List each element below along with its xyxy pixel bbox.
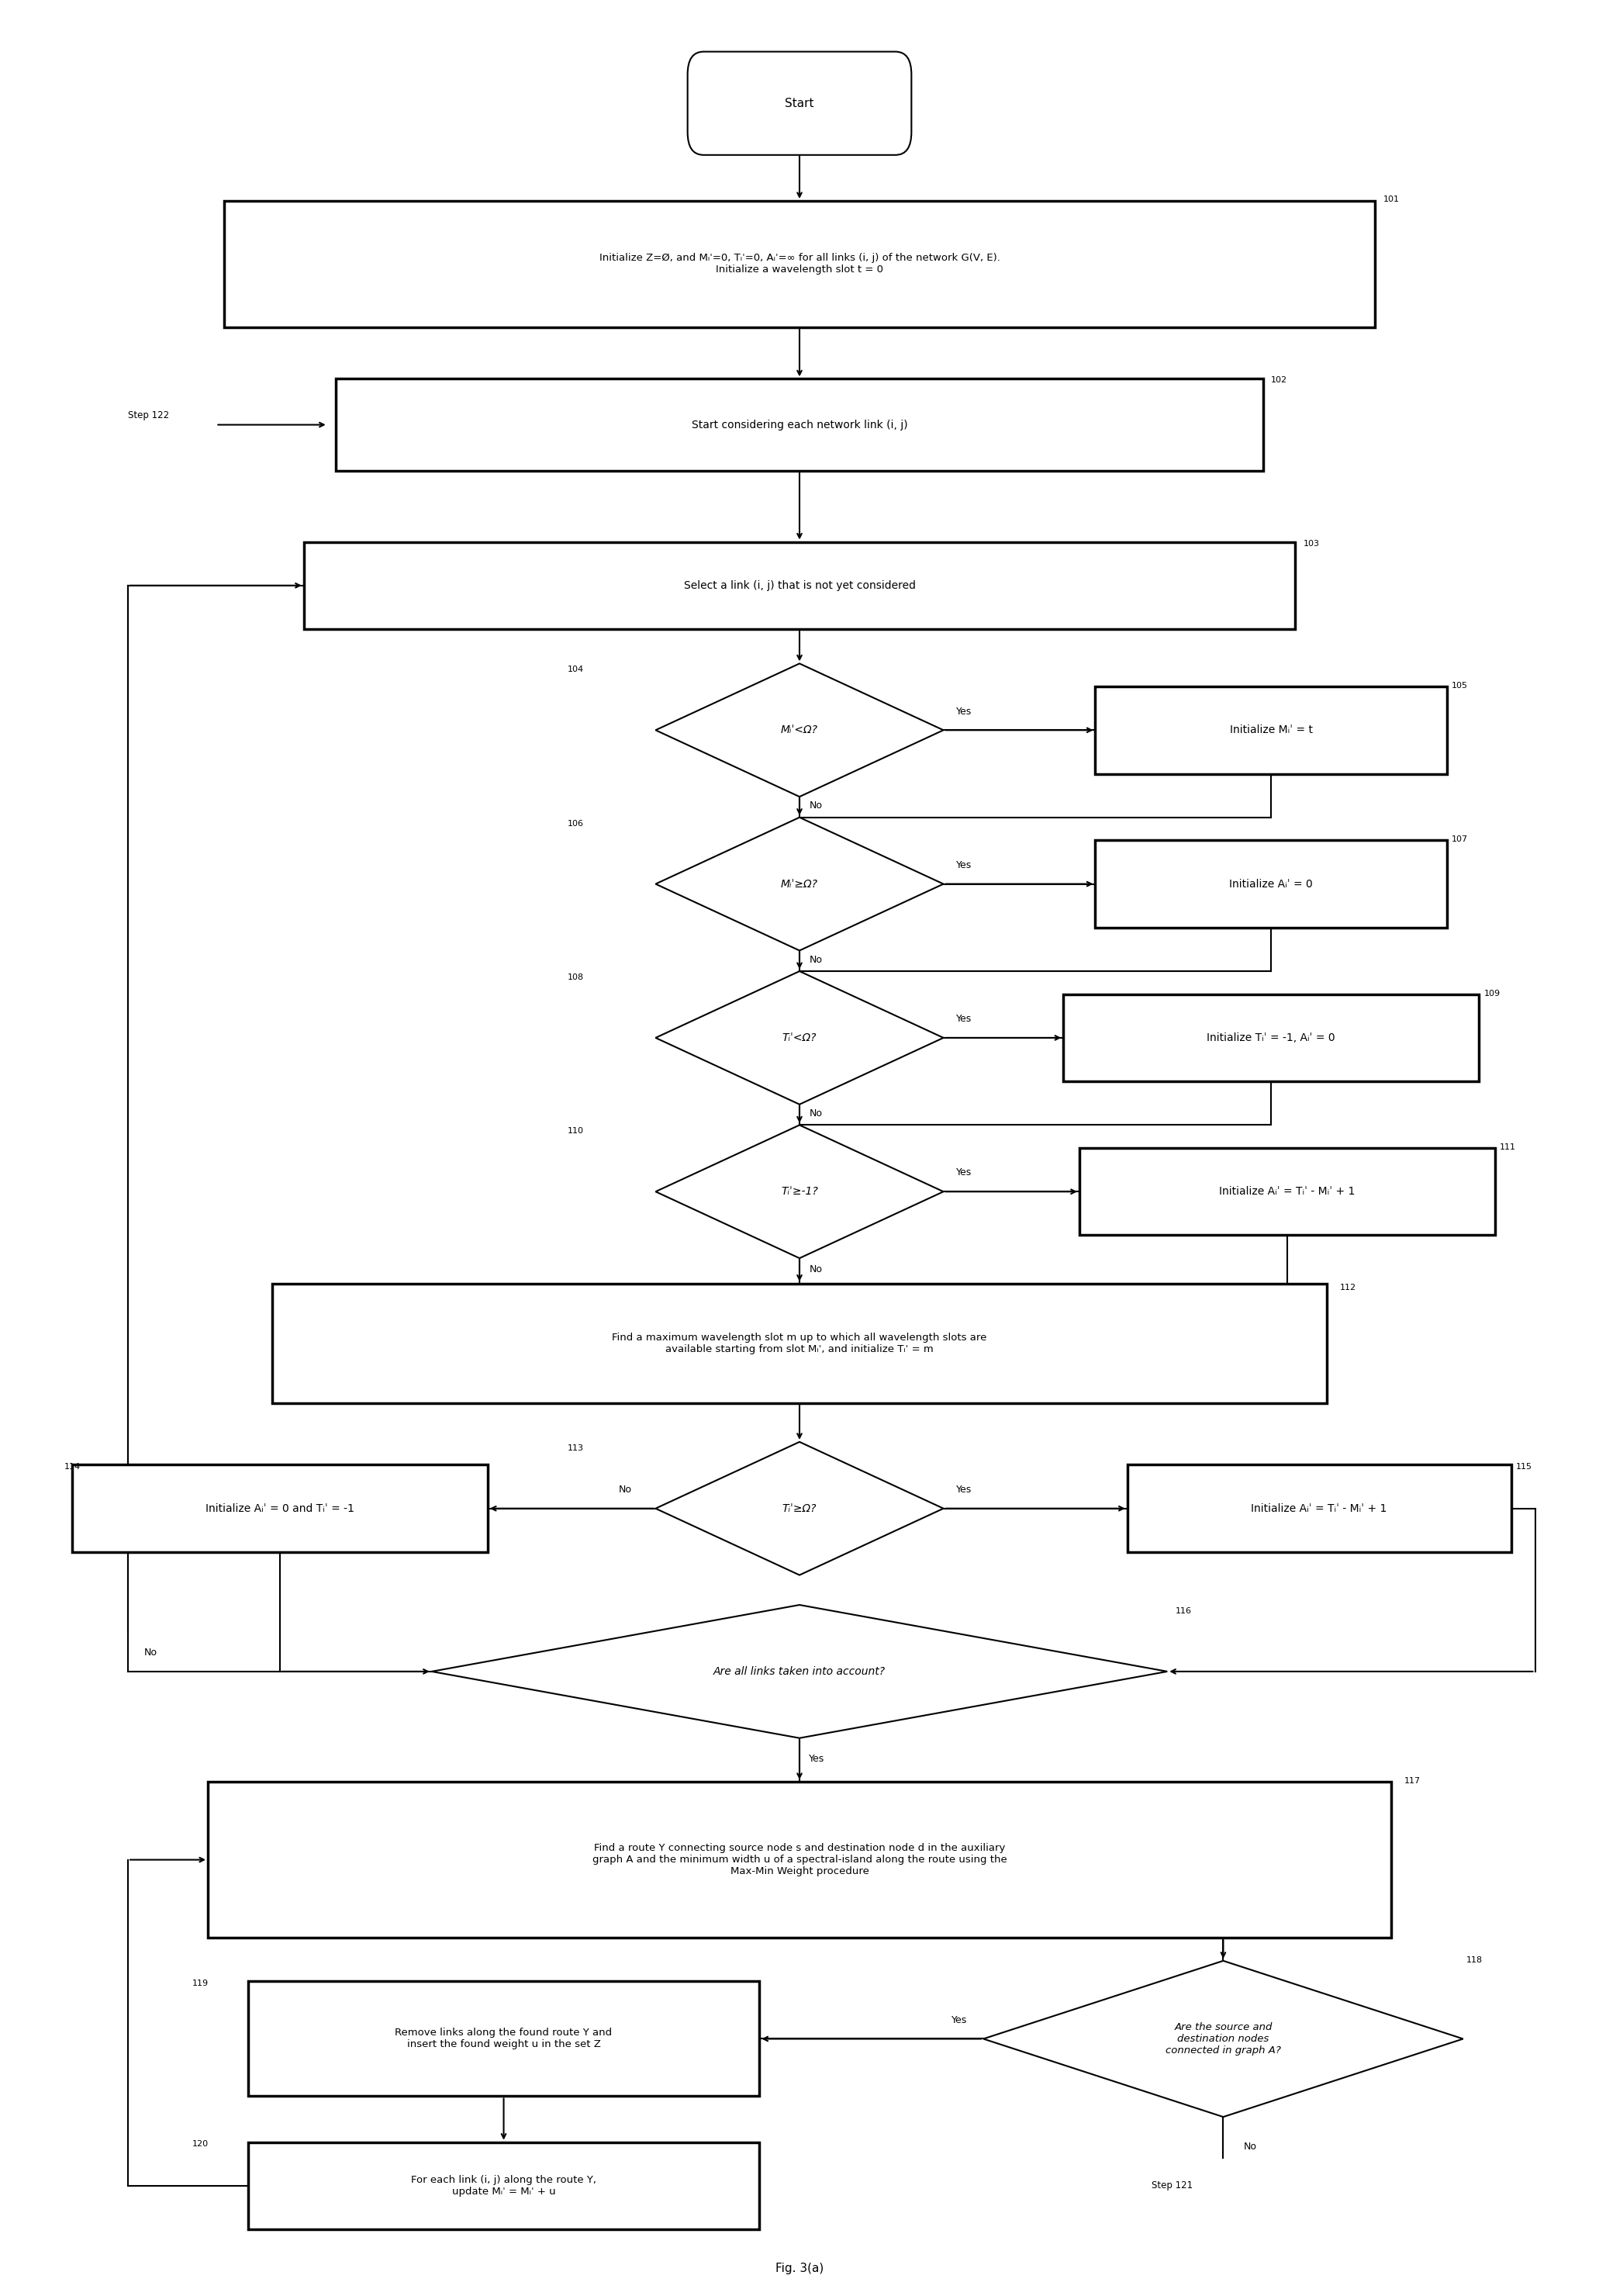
- Text: Initialize Aᵢˈ = Tᵢˈ - Mᵢˈ + 1: Initialize Aᵢˈ = Tᵢˈ - Mᵢˈ + 1: [1218, 1187, 1356, 1196]
- Text: Yes: Yes: [956, 707, 972, 716]
- Text: 105: 105: [1452, 682, 1468, 689]
- Text: Mᵢˈ≥Ω?: Mᵢˈ≥Ω?: [780, 879, 819, 889]
- Text: No: No: [144, 1649, 157, 1658]
- Text: For each link (i, j) along the route Y,
update Mᵢˈ = Mᵢˈ + u: For each link (i, j) along the route Y, …: [411, 2174, 596, 2197]
- Text: 116: 116: [1175, 1607, 1191, 1614]
- Text: 106: 106: [568, 820, 584, 827]
- Text: Are the source and
destination nodes
connected in graph A?: Are the source and destination nodes con…: [1166, 2023, 1281, 2055]
- Text: 119: 119: [192, 1979, 208, 1986]
- Bar: [72, 1465, 488, 1552]
- Text: Step 121: Step 121: [1151, 2181, 1193, 2190]
- Text: Initialize Aᵢˈ = 0 and Tᵢˈ = -1: Initialize Aᵢˈ = 0 and Tᵢˈ = -1: [205, 1504, 355, 1513]
- Text: No: No: [809, 955, 822, 964]
- Text: 112: 112: [1340, 1283, 1356, 1290]
- Text: 102: 102: [1271, 377, 1287, 383]
- Text: Initialize Mᵢˈ = t: Initialize Mᵢˈ = t: [1230, 726, 1313, 735]
- Text: Initialize Aᵢˈ = Tᵢˈ - Mᵢˈ + 1: Initialize Aᵢˈ = Tᵢˈ - Mᵢˈ + 1: [1250, 1504, 1388, 1513]
- Text: No: No: [809, 1109, 822, 1118]
- Bar: [224, 200, 1375, 326]
- Text: 108: 108: [568, 974, 584, 980]
- Bar: [1127, 1465, 1511, 1552]
- Bar: [1063, 994, 1479, 1081]
- Text: Remove links along the found route Y and
insert the found weight u in the set Z: Remove links along the found route Y and…: [395, 2027, 612, 2050]
- Text: Initialize Aᵢˈ = 0: Initialize Aᵢˈ = 0: [1230, 879, 1313, 889]
- Text: 101: 101: [1383, 195, 1399, 202]
- FancyBboxPatch shape: [688, 53, 911, 156]
- Polygon shape: [656, 817, 943, 951]
- Text: Tᵢˈ≥Ω?: Tᵢˈ≥Ω?: [782, 1504, 817, 1513]
- Text: Initialize Tᵢˈ = -1, Aᵢˈ = 0: Initialize Tᵢˈ = -1, Aᵢˈ = 0: [1207, 1033, 1335, 1042]
- Bar: [248, 1981, 760, 2096]
- Text: 109: 109: [1484, 990, 1500, 996]
- Polygon shape: [432, 1605, 1167, 1738]
- Text: 115: 115: [1516, 1463, 1532, 1469]
- Polygon shape: [983, 1961, 1463, 2117]
- Text: 118: 118: [1466, 1956, 1482, 1963]
- Text: Yes: Yes: [951, 2016, 967, 2025]
- Text: 104: 104: [568, 666, 584, 673]
- Text: 113: 113: [568, 1444, 584, 1451]
- Text: Yes: Yes: [956, 1486, 972, 1495]
- Bar: [248, 2142, 760, 2229]
- Text: Are all links taken into account?: Are all links taken into account?: [713, 1667, 886, 1676]
- Text: Mᵢˈ<Ω?: Mᵢˈ<Ω?: [780, 726, 819, 735]
- Text: 117: 117: [1404, 1777, 1420, 1784]
- Text: Step 122: Step 122: [128, 411, 169, 420]
- Bar: [304, 542, 1295, 629]
- Bar: [1095, 687, 1447, 774]
- Text: No: No: [619, 1486, 632, 1495]
- Text: 103: 103: [1303, 540, 1319, 546]
- Text: Initialize Z=Ø, and Mᵢˈ=0, Tᵢˈ=0, Aᵢˈ=∞ for all links (i, j) of the network G(V,: Initialize Z=Ø, and Mᵢˈ=0, Tᵢˈ=0, Aᵢˈ=∞ …: [600, 253, 999, 276]
- Text: Start considering each network link (i, j): Start considering each network link (i, …: [691, 420, 908, 429]
- Text: Find a route Y connecting source node s and destination node d in the auxiliary
: Find a route Y connecting source node s …: [592, 1844, 1007, 1876]
- Text: Yes: Yes: [956, 1169, 972, 1178]
- Text: 110: 110: [568, 1127, 584, 1134]
- Text: Yes: Yes: [809, 1754, 825, 1763]
- Bar: [1079, 1148, 1495, 1235]
- Text: 111: 111: [1500, 1143, 1516, 1150]
- Bar: [1095, 840, 1447, 928]
- Text: 120: 120: [192, 2140, 208, 2147]
- Text: 107: 107: [1452, 836, 1468, 843]
- Bar: [272, 1283, 1327, 1403]
- Polygon shape: [656, 971, 943, 1104]
- Bar: [336, 379, 1263, 471]
- Text: Tᵢˈ<Ω?: Tᵢˈ<Ω?: [782, 1033, 817, 1042]
- Polygon shape: [656, 664, 943, 797]
- Text: 114: 114: [64, 1463, 80, 1469]
- Polygon shape: [656, 1442, 943, 1575]
- Polygon shape: [656, 1125, 943, 1258]
- Text: Start: Start: [785, 96, 814, 110]
- Text: Select a link (i, j) that is not yet considered: Select a link (i, j) that is not yet con…: [683, 581, 916, 590]
- Text: Fig. 3(a): Fig. 3(a): [776, 2262, 823, 2275]
- Text: No: No: [809, 801, 822, 810]
- Text: Tᵢˈ≥-1?: Tᵢˈ≥-1?: [780, 1187, 819, 1196]
- Text: No: No: [1244, 2142, 1257, 2151]
- Bar: [208, 1782, 1391, 1938]
- Text: Find a maximum wavelength slot m up to which all wavelength slots are
available : Find a maximum wavelength slot m up to w…: [612, 1332, 987, 1355]
- Text: Yes: Yes: [956, 1015, 972, 1024]
- Text: No: No: [809, 1265, 822, 1274]
- Text: Yes: Yes: [956, 861, 972, 870]
